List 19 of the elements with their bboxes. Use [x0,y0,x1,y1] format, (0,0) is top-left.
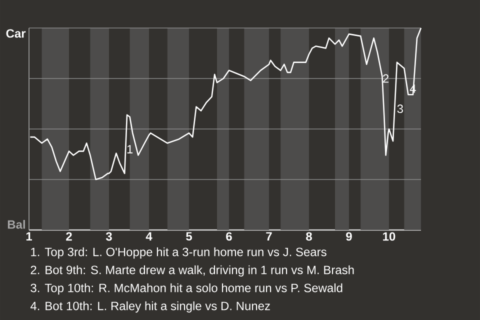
annotation: 1 [127,145,133,154]
x-tick-label: 4 [146,232,152,240]
annotation: 3 [397,104,404,114]
x-tick-label: 10 [383,232,396,241]
x-tick-label: 8 [306,232,312,241]
x-tick-label: 7 [266,232,272,240]
x-tick-label: 3 [106,232,112,241]
x-tick-label: 6 [226,232,232,241]
text: 2. Bot 9th: S. Marte drew a walk, driving in 1 run vs M. Brash [30,265,354,277]
text: Bal [8,220,25,229]
text: 3. Top 10th: R. McMahon hit a solo home run vs P. Sewald [30,283,342,295]
x-tick-label: 9 [346,232,352,241]
text: 4. Bot 10th: L. Raley hit a single vs D. Nunez [30,301,270,313]
x-tick-label: 1 [26,232,32,240]
x-tick-label: 5 [186,232,192,241]
x-tick-label: 2 [66,232,72,241]
text: Car [6,29,26,38]
text: 1. Top 3rd: L. O'Hoppe hit a 3-run home run vs J. Sears [31,247,326,259]
annotation: 2 [383,74,389,83]
